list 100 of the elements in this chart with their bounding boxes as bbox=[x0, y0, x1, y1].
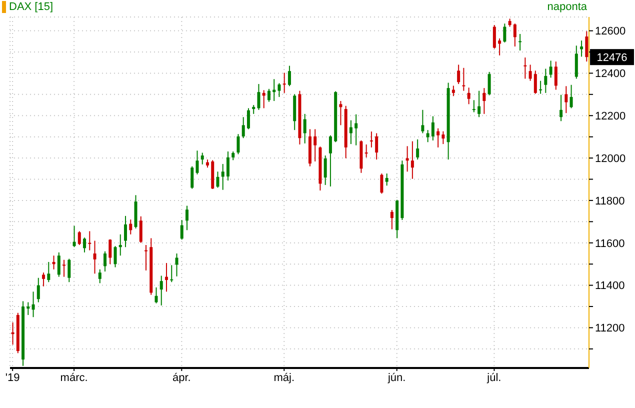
candlestick bbox=[570, 84, 573, 109]
candlestick bbox=[226, 150, 230, 182]
candlestick bbox=[462, 67, 466, 92]
candlestick bbox=[180, 219, 184, 240]
candlestick bbox=[457, 64, 460, 85]
candlestick bbox=[303, 113, 306, 144]
y-tick-label: 12000 bbox=[595, 152, 626, 165]
candlestick bbox=[36, 277, 40, 303]
candlestick bbox=[385, 173, 388, 186]
candlestick bbox=[452, 85, 455, 97]
candlestick bbox=[354, 114, 358, 146]
candlestick bbox=[488, 71, 491, 96]
candlestick bbox=[26, 302, 30, 316]
candlestick bbox=[144, 244, 148, 271]
candlestick bbox=[88, 230, 92, 251]
candlestick bbox=[375, 132, 378, 160]
candlestick bbox=[585, 30, 588, 62]
candlestick bbox=[78, 230, 81, 246]
candlestick bbox=[42, 272, 46, 287]
candlestick bbox=[185, 205, 188, 231]
candlestick bbox=[52, 255, 56, 270]
y-tick-label: 12400 bbox=[595, 68, 626, 80]
y-tick-label: 11400 bbox=[595, 280, 625, 292]
candlestick bbox=[390, 209, 394, 230]
candlestick bbox=[160, 275, 163, 306]
candlestick bbox=[104, 250, 107, 272]
candlestick bbox=[406, 146, 409, 172]
candlestick bbox=[431, 116, 434, 141]
candlestick bbox=[482, 88, 486, 114]
candlestick bbox=[165, 262, 168, 292]
x-tick-label: júl. bbox=[486, 372, 502, 384]
y-tick-label: 11600 bbox=[595, 238, 625, 250]
candlestick bbox=[518, 33, 522, 52]
candlestick bbox=[57, 252, 60, 278]
candlestick bbox=[416, 138, 420, 160]
candlestick bbox=[124, 215, 128, 248]
candlestick bbox=[139, 216, 142, 244]
candlestick bbox=[32, 291, 35, 318]
candlestick bbox=[62, 259, 66, 278]
candlestick bbox=[114, 246, 117, 268]
candlestick bbox=[118, 234, 122, 256]
y-tick-label: 12200 bbox=[595, 110, 626, 123]
candlestick bbox=[196, 150, 199, 175]
candlestick bbox=[364, 144, 368, 158]
annotation: 12476 bbox=[596, 52, 628, 64]
candlestick bbox=[200, 152, 204, 165]
chart-title: DAX [15] bbox=[2, 1, 54, 13]
candlestick bbox=[564, 86, 568, 114]
candlestick bbox=[339, 100, 342, 126]
candlestick bbox=[380, 173, 384, 194]
candlestick bbox=[170, 264, 174, 283]
candlestick bbox=[257, 84, 260, 110]
candlestick bbox=[68, 258, 71, 283]
candlestick bbox=[324, 154, 327, 186]
candlestick bbox=[328, 134, 332, 187]
y-tick-label: 11800 bbox=[595, 195, 625, 208]
candlestick bbox=[421, 109, 424, 134]
candlestick bbox=[426, 130, 430, 143]
candlestick bbox=[410, 140, 414, 180]
candlestick bbox=[580, 40, 584, 58]
candlestick bbox=[108, 238, 112, 265]
candlestick bbox=[272, 78, 276, 102]
candlestick bbox=[544, 68, 548, 94]
candlestick bbox=[467, 87, 470, 105]
candlestick bbox=[175, 252, 178, 277]
y-tick-label: 11200 bbox=[595, 322, 625, 335]
candlestick bbox=[236, 134, 240, 155]
candlestick bbox=[11, 322, 14, 346]
x-tick-label: márc. bbox=[60, 372, 88, 384]
candlestick bbox=[560, 94, 563, 122]
candlestick bbox=[349, 120, 352, 145]
candlestick bbox=[498, 38, 502, 56]
chart-subtitle: naponta bbox=[547, 1, 587, 13]
candlestick bbox=[93, 240, 96, 274]
x-tick-label: jún. bbox=[386, 372, 406, 384]
candlestick bbox=[442, 130, 445, 145]
candlestick bbox=[314, 128, 317, 162]
candlestick bbox=[154, 286, 158, 304]
candlestick bbox=[262, 90, 266, 109]
candlestick bbox=[503, 23, 506, 43]
candlestick bbox=[47, 261, 50, 283]
candlestick bbox=[513, 23, 516, 47]
candlestick bbox=[539, 80, 542, 94]
candlestick bbox=[549, 60, 552, 78]
candlestick bbox=[472, 100, 476, 113]
candlestick bbox=[288, 65, 291, 87]
candlestick bbox=[282, 72, 286, 94]
candlestick bbox=[72, 225, 76, 248]
candlestick bbox=[83, 237, 86, 253]
candlestick bbox=[528, 64, 532, 82]
candlestick bbox=[574, 45, 578, 80]
candlestick bbox=[129, 219, 132, 235]
candlestick bbox=[278, 82, 281, 98]
candlestick bbox=[190, 166, 194, 190]
candlestick bbox=[554, 61, 558, 90]
x-tick-label: máj. bbox=[274, 372, 295, 384]
candlestick bbox=[242, 116, 245, 139]
candlestick bbox=[246, 108, 250, 130]
candlestick bbox=[98, 268, 102, 284]
candlestick bbox=[478, 90, 481, 118]
